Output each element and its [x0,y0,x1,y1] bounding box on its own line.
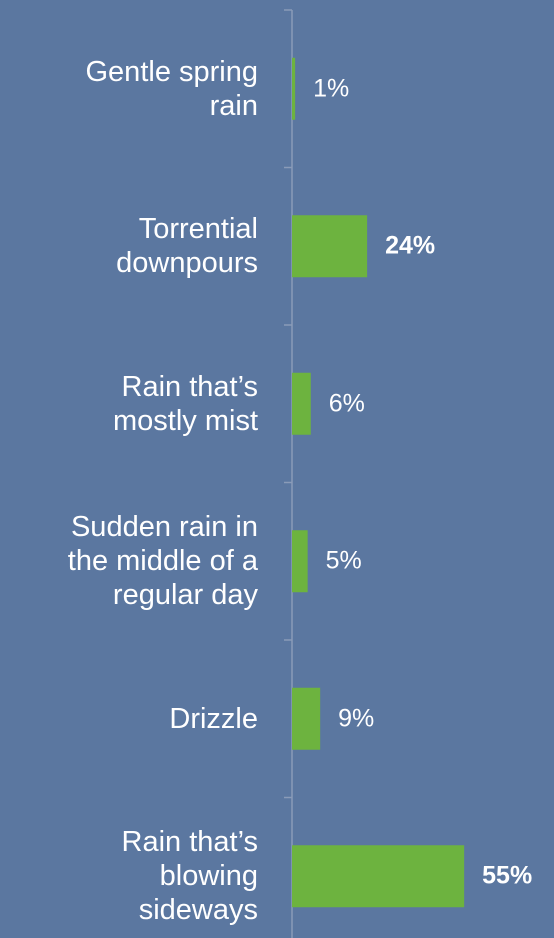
bar [292,687,321,750]
value-label: 24% [385,231,436,260]
value-label: 5% [325,546,362,575]
value-label: 6% [328,389,365,418]
value-label: 1% [313,74,350,103]
category-label: Rain that’s blowing sideways [121,826,259,927]
bar [292,57,296,120]
category-label: Gentle spring rain [85,55,259,122]
bar [292,372,311,435]
bar [292,530,308,593]
category-label: Drizzle [169,702,258,735]
category-label: Torrential downpours [116,213,258,280]
bar [292,845,465,908]
category-label: Rain that’s mostly mist [113,370,258,437]
category-label: Sudden rain in the middle of a regular d… [67,511,258,612]
value-label: 55% [482,861,533,890]
bar [292,215,368,278]
value-label: 9% [338,704,375,733]
